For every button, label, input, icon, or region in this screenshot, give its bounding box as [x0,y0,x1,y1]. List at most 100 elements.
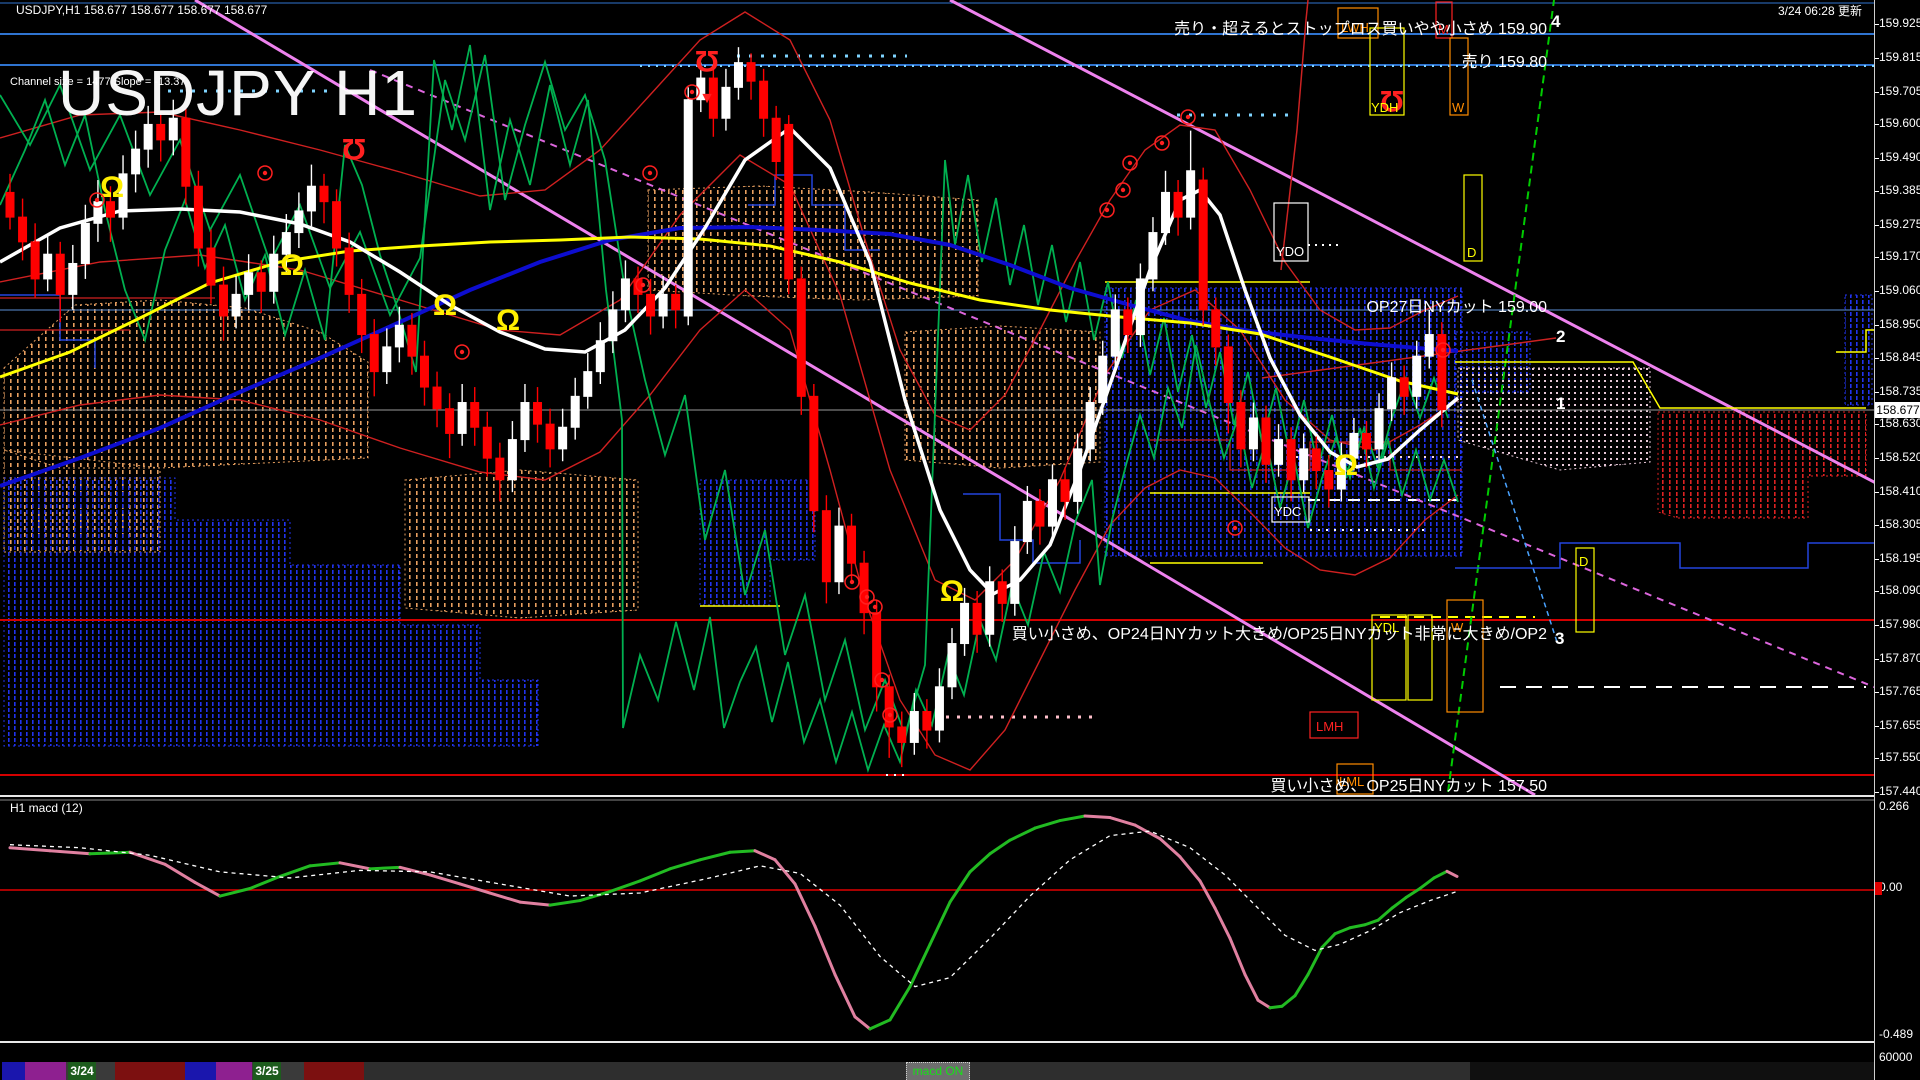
price-tick-label: 157.655 [1879,718,1920,732]
axis-tick-mark [1875,559,1879,560]
level-box-label: YDO [1276,244,1304,259]
entry-circle-icon [257,165,273,181]
macd-toggle-button[interactable]: macd ON [906,1062,970,1080]
level-box-unlabeled [1407,614,1433,701]
level-box-M [1435,1,1453,39]
price-tick-label: 159.275 [1879,217,1920,231]
price-tick-label: 159.815 [1879,50,1920,64]
level-box-D [1575,547,1595,633]
omega-up-icon: Ω [940,575,964,608]
wave-count-1: 1 [1556,394,1566,413]
level-box-W [1449,37,1469,116]
entry-circle-icon [454,344,470,360]
price-tick-label: 158.520 [1879,450,1920,464]
timeline-date-label: 3/25 [253,1062,281,1080]
entry-circle-icon [1099,202,1115,218]
level-box-YDC [1271,496,1310,523]
timeline-segment [25,1062,66,1080]
entry-circle-icon [1227,520,1243,536]
panel-separators [0,795,1874,1053]
level-box-label: W [1452,100,1465,115]
axis-tick-mark [1875,758,1879,759]
annotation-buy-op24-op25: 買い小さめ、OP24日NYカット大きめ/OP25日NYカット非常に大きめ/OP2 [1011,626,1547,643]
price-tick-label: 159.490 [1879,150,1920,164]
price-tick-label: 158.305 [1879,517,1920,531]
entry-circle-icon [684,84,700,100]
level-box-LML [1336,763,1374,795]
omega-down-icon: Ω [695,44,719,77]
annotation-op27-ny-cut: OP27日NYカット 159.00 [1366,299,1547,316]
annotation-buy-op25-157.50: 買い小さめ、OP25日NYカット 157.50 [1270,778,1547,795]
level-box-YDH [1369,27,1405,116]
axis-tick-mark [1875,492,1879,493]
entry-circle-icon [89,192,105,208]
price-tick-label: 158.950 [1879,317,1920,331]
entry-circle-icon [844,574,860,590]
level-box-label: YDL [1374,620,1399,635]
level-box-LWH [1337,7,1379,39]
price-tick-label: 159.925 [1879,16,1920,30]
wave-count-3: 3 [1555,629,1565,648]
omega-up-icon: Ω [280,249,304,282]
watermark-symbol: USDJPY H1 [58,57,418,129]
omega-down-icon: Ω [342,132,366,165]
level-box-label: LML [1339,774,1364,789]
annotation-sell-159.90: 売り・超えるとストップロス買いやや小さめ 159.90 [1174,21,1547,38]
macd-tick-label: 0.266 [1879,799,1910,813]
timeline-segment [115,1062,185,1080]
timeline-date-label: 3/24 [68,1062,96,1080]
level-box-label: LWH [1341,20,1369,35]
price-tick-label: 157.440 [1879,784,1920,798]
level-box-W [1446,599,1484,713]
omega-up-icon: Ω [496,304,520,337]
macd-tick-label: 0.00 [1879,880,1903,894]
timeline-segment [216,1062,252,1080]
macd-zero-chip [1875,882,1882,895]
axis-tick-mark [1875,458,1879,459]
axis-tick-mark [1875,726,1879,727]
axis-tick-mark [1875,325,1879,326]
annotation-sell-159.80: 売り 159.80 [1461,54,1547,71]
omega-up-icon: Ω [1334,449,1358,482]
entry-circle-icon [874,672,890,688]
timeline-segment [304,1062,364,1080]
level-box-label: YDH [1371,100,1398,115]
price-tick-label: 159.600 [1879,116,1920,130]
current-price-chip: 158.677 [1875,402,1920,418]
wave-count-2: 2 [1556,327,1566,346]
price-axis[interactable]: 159.925 159.815 159.705 159.600 159.490 159.3… [1874,0,1920,1080]
axis-tick-mark [1875,257,1879,258]
axis-tick-mark [1875,625,1879,626]
axis-tick-mark [1875,392,1879,393]
price-tick-label: 159.170 [1879,249,1920,263]
entry-circle-icon [1115,182,1131,198]
price-tick-label: 158.845 [1879,350,1920,364]
axis-tick-mark [1875,225,1879,226]
level-box-YDO [1273,202,1309,262]
level-box-label: LMH [1316,719,1343,734]
price-tick-label: 158.410 [1879,484,1920,498]
arrow-down-icon: ▼ [699,90,715,107]
price-tick-label: 157.765 [1879,684,1920,698]
entry-circle-icon [1180,109,1196,125]
axis-tick-mark [1875,24,1879,25]
level-box-label: M [1438,22,1449,37]
price-tick-label: 159.060 [1879,283,1920,297]
macd-indicator-label: H1 macd (12) [10,801,83,815]
entry-circle-icon [1122,155,1138,171]
axis-tick-mark [1875,92,1879,93]
level-box-label: W [1451,620,1464,635]
entry-circle-icon [1154,135,1170,151]
axis-tick-mark [1875,124,1879,125]
level-box-label: D [1579,554,1588,569]
price-tick-label: 157.550 [1879,750,1920,764]
level-box-YDL [1371,614,1407,701]
price-tick-label: 158.735 [1879,384,1920,398]
axis-tick-mark [1875,692,1879,693]
price-tick-label: 159.385 [1879,183,1920,197]
level-box-label: D [1467,245,1476,260]
price-tick-label: 157.870 [1879,651,1920,665]
